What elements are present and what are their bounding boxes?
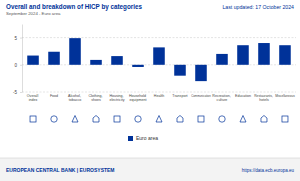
bar xyxy=(174,65,186,76)
icons xyxy=(30,116,288,123)
bar xyxy=(69,38,81,65)
bar xyxy=(27,56,39,65)
icon xyxy=(261,116,267,123)
grid-line xyxy=(22,37,296,38)
icon xyxy=(240,116,246,123)
tick: -5 xyxy=(13,90,22,95)
category-label: Restaurants, hotels xyxy=(254,94,273,102)
icon xyxy=(177,116,183,123)
icon xyxy=(282,116,288,122)
tick: 0 xyxy=(14,63,22,68)
icon xyxy=(114,116,120,122)
tick-label: 5 xyxy=(14,36,17,41)
category-label: Transport xyxy=(172,94,187,98)
axis-line xyxy=(22,25,23,93)
y-axis: -5 0 5 xyxy=(13,25,23,95)
category-label: Miscellaneous xyxy=(275,94,295,98)
bar xyxy=(279,45,291,65)
bar xyxy=(237,45,249,65)
bar xyxy=(195,65,207,81)
tick-label: 0 xyxy=(14,63,17,68)
icon xyxy=(135,116,141,122)
bar xyxy=(90,60,102,65)
icon xyxy=(51,116,57,122)
footer-right: https://data.ecb.europa.eu xyxy=(242,168,295,173)
grid xyxy=(22,38,296,92)
tick-label: -5 xyxy=(13,90,17,95)
tick: 5 xyxy=(14,36,22,41)
icon xyxy=(93,116,99,123)
legend: Euro area xyxy=(128,135,158,141)
bar xyxy=(132,65,144,67)
bar xyxy=(48,52,60,65)
bar xyxy=(153,47,165,64)
bar xyxy=(258,43,270,65)
footer-rule xyxy=(0,158,300,159)
legend-label: Euro area xyxy=(136,135,158,141)
category-label: Household equipment xyxy=(129,94,147,102)
tick-mark xyxy=(20,92,22,93)
icon xyxy=(198,116,204,122)
grid-line xyxy=(22,92,296,93)
icon xyxy=(30,116,36,122)
category-label: Housing, electricity xyxy=(109,94,124,102)
icon xyxy=(156,116,162,123)
x-labels: Overall index Food Alcohol, tobacco Clothin… xyxy=(27,94,295,102)
title: Overall and breakdown of HICP by categor… xyxy=(6,3,143,11)
category-label: Health xyxy=(154,94,164,98)
icon xyxy=(72,116,78,123)
category-label: Food xyxy=(50,94,58,98)
footer-band xyxy=(0,158,300,181)
subtitle: September 2024 - Euro area xyxy=(6,11,61,16)
category-label: Alcohol, tobacco xyxy=(68,94,82,102)
tick-mark xyxy=(20,38,22,39)
legend-swatch xyxy=(128,136,133,141)
footer-left: EUROPEAN CENTRAL BANK | EUROSYSTEM xyxy=(6,167,115,173)
category-label: Clothing, shoes xyxy=(88,94,103,102)
category-label: Communication xyxy=(191,94,210,98)
category-label: Overall index xyxy=(27,94,39,102)
category-label: Education xyxy=(235,94,251,98)
bar xyxy=(216,54,228,65)
bar xyxy=(111,56,123,65)
tick-mark xyxy=(20,65,22,66)
category-label: Recreation, culture xyxy=(212,94,231,102)
icon xyxy=(219,116,225,122)
last-updated: Last updated: 17 October 2024 xyxy=(222,4,294,10)
bars xyxy=(27,38,291,81)
